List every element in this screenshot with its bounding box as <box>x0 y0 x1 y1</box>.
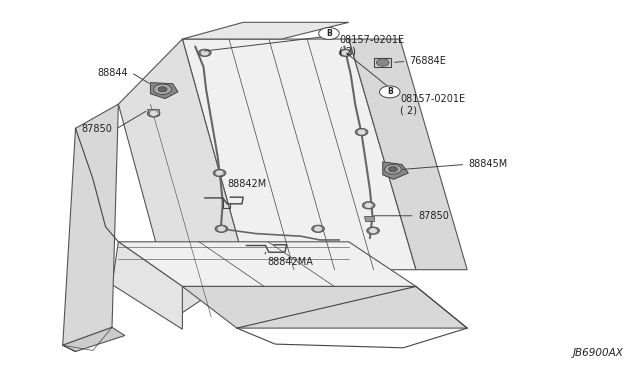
Circle shape <box>198 49 211 57</box>
Polygon shape <box>63 327 125 352</box>
Polygon shape <box>112 242 182 329</box>
Circle shape <box>147 110 160 117</box>
Text: 88842MA: 88842MA <box>268 257 314 267</box>
Text: 08157-0201E
( 2): 08157-0201E ( 2) <box>400 94 465 115</box>
Circle shape <box>342 51 349 55</box>
Text: 88845M: 88845M <box>468 160 508 169</box>
Circle shape <box>213 169 226 177</box>
Polygon shape <box>383 162 408 179</box>
Circle shape <box>388 167 397 172</box>
Polygon shape <box>118 242 416 286</box>
Bar <box>374 58 391 67</box>
Circle shape <box>150 112 157 115</box>
Circle shape <box>367 227 380 234</box>
Circle shape <box>158 87 167 92</box>
Polygon shape <box>118 39 246 317</box>
Circle shape <box>339 49 352 57</box>
Polygon shape <box>349 39 467 270</box>
Text: 88842M: 88842M <box>227 179 266 189</box>
Text: B: B <box>326 29 332 38</box>
Polygon shape <box>63 104 118 345</box>
Text: 87850: 87850 <box>418 211 449 221</box>
Circle shape <box>202 51 208 55</box>
Polygon shape <box>182 286 467 328</box>
Circle shape <box>376 59 389 66</box>
Text: B: B <box>387 87 392 96</box>
Circle shape <box>355 128 368 136</box>
Polygon shape <box>182 39 416 270</box>
Circle shape <box>365 203 372 207</box>
Circle shape <box>154 84 172 94</box>
Polygon shape <box>150 83 178 99</box>
Circle shape <box>218 227 225 231</box>
Circle shape <box>315 227 321 231</box>
Polygon shape <box>182 22 349 39</box>
Circle shape <box>370 229 376 232</box>
Text: 88844: 88844 <box>97 68 128 77</box>
Circle shape <box>215 225 228 232</box>
Text: JB6900AX: JB6900AX <box>573 348 624 358</box>
Circle shape <box>380 86 400 98</box>
Polygon shape <box>147 109 159 115</box>
Text: 08157-0201E
( 2): 08157-0201E ( 2) <box>339 35 404 57</box>
Text: 76884E: 76884E <box>410 57 447 66</box>
Polygon shape <box>364 216 374 221</box>
Circle shape <box>385 164 401 174</box>
Circle shape <box>312 225 324 232</box>
Text: 87850: 87850 <box>81 125 112 134</box>
Circle shape <box>216 171 223 175</box>
Circle shape <box>319 28 339 39</box>
Circle shape <box>362 202 375 209</box>
Circle shape <box>358 130 365 134</box>
